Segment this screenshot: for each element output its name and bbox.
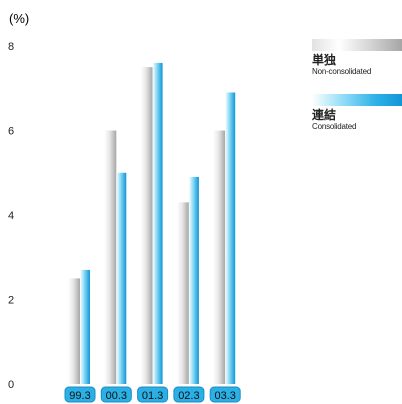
x-tick-label: 99.3 (69, 390, 90, 402)
y-tick-label: 8 (8, 41, 14, 53)
legend-item-non-consolidated: 単独 Non-consolidated (312, 39, 402, 76)
legend-label-jp: 連結 (312, 108, 337, 122)
x-tick-label: 03.3 (214, 390, 235, 402)
bar-consolidated (188, 176, 199, 384)
bar-non-consolidated (176, 202, 189, 384)
x-tick-label: 02.3 (178, 390, 199, 402)
legend-label-en: Non-consolidated (312, 67, 372, 76)
y-tick-label: 4 (8, 210, 14, 222)
bar-consolidated (116, 172, 127, 384)
bar-non-consolidated (68, 278, 80, 384)
bars (68, 62, 236, 385)
unit-label: (%) (9, 11, 29, 26)
legend-item-consolidated: 連結 Consolidated (312, 94, 402, 131)
legend-label-jp: 単独 (312, 53, 337, 67)
bar-consolidated (80, 269, 90, 384)
x-tick-label: 01.3 (142, 390, 163, 402)
x-label-badge (173, 386, 205, 403)
x-label-badge (137, 386, 169, 403)
y-axis-ticks: 0 2 4 6 8 (8, 41, 14, 391)
y-tick-label: 6 (8, 126, 14, 138)
y-tick-label: 2 (8, 295, 14, 307)
x-axis-labels: 99.3 00.3 01.3 02.3 03.3 (64, 386, 241, 403)
bar-consolidated (152, 62, 163, 385)
bar-non-consolidated (140, 67, 153, 384)
bar-non-consolidated (213, 130, 226, 384)
x-tick-label: 00.3 (106, 390, 127, 402)
x-label-badge (100, 386, 132, 403)
x-label-badge (209, 386, 241, 403)
legend-swatch-grey (312, 39, 402, 51)
bar-consolidated (225, 92, 236, 384)
legend-label-en: Consolidated (312, 122, 357, 131)
x-label-badge (64, 386, 96, 403)
bar-non-consolidated (104, 130, 117, 384)
legend-swatch-blue (312, 94, 402, 106)
y-tick-label: 0 (8, 379, 14, 391)
